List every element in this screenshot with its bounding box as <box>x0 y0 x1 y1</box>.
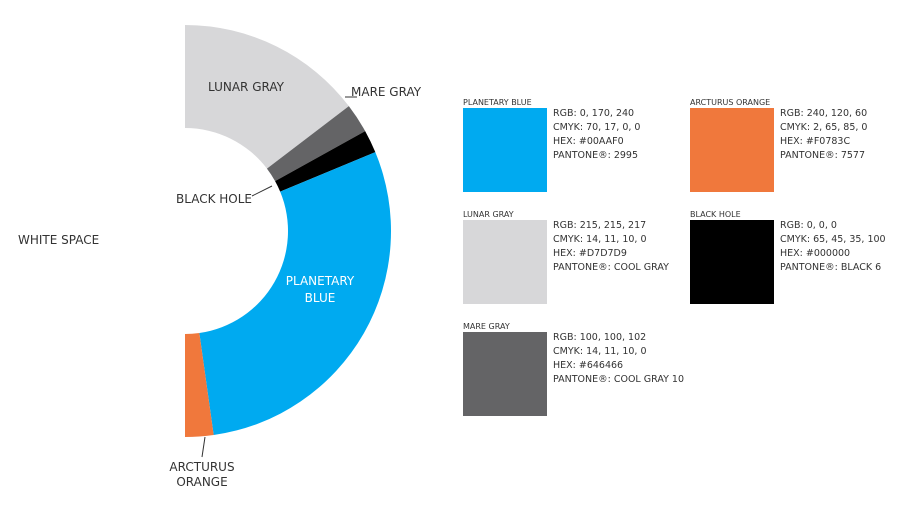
swatch-name: ARCTURUS ORANGE <box>690 98 770 107</box>
planetary-blue-label: PLANETARY <box>286 274 355 288</box>
swatch-spec: CMYK: 70, 17, 0, 0 <box>553 122 640 133</box>
planetary-blue-segment <box>199 152 391 435</box>
swatch <box>463 108 547 192</box>
swatch-spec: PANTONE®: COOL GRAY 10 <box>553 374 684 385</box>
swatch-spec: PANTONE®: 7577 <box>780 150 865 161</box>
color-wheel <box>185 25 391 437</box>
white-space-label: WHITE SPACE <box>18 233 99 247</box>
swatch-name: PLANETARY BLUE <box>463 98 532 107</box>
swatch-spec: HEX: #000000 <box>780 248 850 259</box>
swatch-spec: HEX: #D7D7D9 <box>553 248 627 259</box>
swatch-list: PLANETARY BLUE RGB: 0, 170, 240 CMYK: 70, … <box>463 98 886 416</box>
arcturus-orange-label: ORANGE <box>176 475 227 489</box>
swatch-spec: RGB: 100, 100, 102 <box>553 332 646 343</box>
swatch-spec: CMYK: 14, 11, 10, 0 <box>553 234 647 245</box>
swatch-spec: CMYK: 2, 65, 85, 0 <box>780 122 867 133</box>
swatch <box>690 108 774 192</box>
planetary-blue-label: BLUE <box>305 291 336 305</box>
swatch-spec: CMYK: 14, 11, 10, 0 <box>553 346 647 357</box>
mare-gray-segment <box>266 106 366 182</box>
swatch-spec: RGB: 0, 0, 0 <box>780 220 837 231</box>
swatch-spec: PANTONE®: BLACK 6 <box>780 262 881 273</box>
black-hole-segment <box>275 131 376 192</box>
swatch-spec: PANTONE®: 2995 <box>553 150 638 161</box>
swatch-spec: HEX: #F0783C <box>780 136 850 147</box>
swatch-spec: PANTONE®: COOL GRAY <box>553 262 669 273</box>
swatch <box>463 220 547 304</box>
swatch <box>463 332 547 416</box>
swatch-name: BLACK HOLE <box>690 210 741 219</box>
swatch-spec: RGB: 215, 215, 217 <box>553 220 646 231</box>
swatch-spec: CMYK: 65, 45, 35, 100 <box>780 234 886 245</box>
swatch-spec: HEX: #00AAF0 <box>553 136 624 147</box>
lunar-gray-segment <box>185 25 349 169</box>
swatch-name: MARE GRAY <box>463 322 510 331</box>
swatch-name: LUNAR GRAY <box>463 210 514 219</box>
lunar-gray-label: LUNAR GRAY <box>208 80 285 94</box>
swatch-spec: RGB: 0, 170, 240 <box>553 108 634 119</box>
mare-gray-label: MARE GRAY <box>351 85 422 99</box>
arcturus-orange-label: ARCTURUS <box>169 460 234 474</box>
swatch-spec: RGB: 240, 120, 60 <box>780 108 867 119</box>
arcturus-orange-segment <box>185 332 214 437</box>
swatch <box>690 220 774 304</box>
black-hole-label: BLACK HOLE <box>176 192 252 206</box>
leader-line <box>201 436 206 458</box>
swatch-spec: HEX: #646466 <box>553 360 623 371</box>
leader-line <box>251 185 273 197</box>
